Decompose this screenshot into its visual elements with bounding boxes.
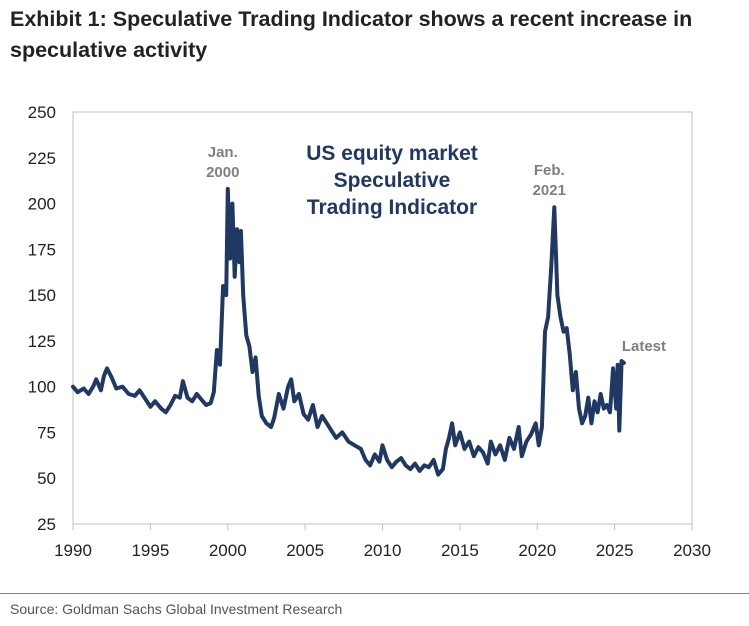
x-tick-label: 2005 [286,541,324,560]
y-tick-label: 225 [28,149,56,168]
annotation-label: Jan. 2000 [206,144,239,181]
y-tick-label: 25 [37,515,56,534]
y-tick-label: 75 [37,423,56,442]
x-axis: 1990 1995 2000 2005 2010 2015 2020 2025 2030 [54,524,711,560]
footer-divider [0,593,749,594]
y-axis: 25 50 75 100 125 150 175 200 225 250 [28,103,56,534]
annotation-label: Latest [622,338,666,355]
x-tick-label: 2030 [673,541,711,560]
chart-title-line: Speculative [334,169,451,192]
y-tick-label: 250 [28,103,56,122]
annotation-text: 2000 [206,164,239,181]
y-tick-label: 175 [28,240,56,259]
chart-inset-title: US equity market Speculative Trading Indic… [306,142,478,219]
source-note: Source: Goldman Sachs Global Investment … [10,601,343,617]
y-tick-label: 100 [28,378,56,397]
y-tick-label: 125 [28,332,56,351]
x-tick-label: 1990 [54,541,92,560]
title-line-2: speculative activity [10,38,208,62]
chart-title-line: Trading Indicator [307,196,477,219]
y-tick-label: 150 [28,286,56,305]
x-tick-label: 2010 [364,541,402,560]
x-tick-label: 2020 [518,541,556,560]
annotation-text: 2021 [533,182,566,199]
annotation-text: Latest [622,338,666,355]
y-tick-label: 50 [37,469,56,488]
line-chart: 25 50 75 100 125 150 175 200 225 250 1990 1995 2000… [28,103,711,560]
series-layer [71,186,626,477]
page-title: Exhibit 1: Speculative Trading Indicator… [10,4,740,66]
x-tick-label: 1995 [131,541,169,560]
annotation-text: Jan. [208,144,238,161]
y-tick-label: 200 [28,195,56,214]
title-line-1: Exhibit 1: Speculative Trading Indicator… [10,7,693,31]
x-tick-label: 2015 [441,541,479,560]
series-line [71,186,626,477]
chart-title-line: US equity market [306,142,478,165]
annotations: Jan. 2000 Feb. 2021 Latest [206,144,666,355]
x-tick-label: 2025 [596,541,634,560]
annotation-label: Feb. 2021 [533,162,566,199]
annotation-text: Feb. [534,162,565,179]
x-tick-label: 2000 [209,541,247,560]
